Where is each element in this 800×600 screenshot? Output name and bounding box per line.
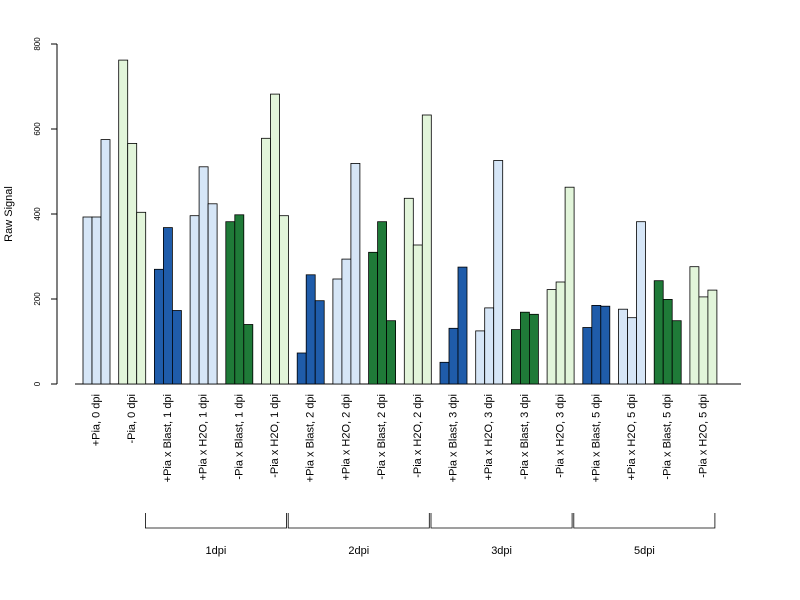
y-tick-label: 200 — [33, 292, 42, 306]
bar — [618, 308, 628, 385]
bar — [153, 268, 164, 385]
bar — [520, 311, 530, 385]
bar — [403, 197, 414, 385]
bracket-label: 3dpi — [491, 545, 512, 557]
bar — [368, 251, 379, 385]
x-tick-label: +Pia x Blast, 2 dpi — [305, 394, 317, 482]
x-tick-label: -Pia x Blast, 1 dpi — [233, 394, 245, 480]
x-tick-label: -Pia x H2O, 2 dpi — [412, 394, 424, 478]
x-tick-label: +Pia x Blast, 3 dpi — [448, 394, 460, 482]
y-tick-label: 400 — [33, 207, 42, 221]
bar — [493, 160, 504, 385]
x-tick-label: -Pia x H2O, 1 dpi — [269, 394, 281, 478]
time-bracket — [430, 513, 573, 529]
y-tick-label: 800 — [33, 37, 42, 51]
y-tick-label: 0 — [33, 381, 42, 386]
bar — [305, 274, 316, 385]
x-tick-label: +Pia x H2O, 5 dpi — [626, 394, 638, 481]
bar — [189, 215, 200, 385]
y-axis-label: Raw Signal — [3, 186, 15, 242]
bar — [653, 280, 664, 385]
bar — [270, 93, 280, 385]
time-bracket — [573, 513, 716, 529]
bar — [261, 137, 271, 385]
bar — [314, 300, 325, 385]
bar — [198, 166, 209, 385]
bar — [582, 327, 593, 385]
x-tick-labels: +Pia, 0 dpi -Pia, 0 dpi +Pia x Blast, 1 dp… — [91, 394, 710, 482]
x-tick-label: -Pia x Blast, 3 dpi — [519, 394, 531, 480]
x-tick-label: -Pia x Blast, 2 dpi — [376, 394, 388, 480]
y-tick-label: 600 — [33, 122, 42, 136]
bar — [671, 320, 682, 385]
x-tick-label: -Pia x H2O, 3 dpi — [555, 394, 567, 478]
bar — [91, 216, 102, 385]
bar — [341, 258, 352, 385]
time-bracket — [287, 513, 430, 529]
bar — [689, 266, 700, 385]
bar — [439, 361, 450, 385]
y-axis: 0 200 400 600 800 — [33, 37, 58, 386]
bar — [636, 221, 646, 385]
bar — [448, 327, 459, 385]
bar — [82, 216, 93, 385]
bar — [225, 221, 236, 385]
bar — [296, 352, 307, 385]
bar — [386, 320, 397, 385]
x-tick-label: +Pia x H2O, 2 dpi — [340, 394, 352, 481]
time-bracket — [145, 513, 287, 529]
x-tick-label: +Pia, 0 dpi — [91, 394, 103, 446]
bars — [82, 59, 718, 385]
bar — [162, 227, 173, 385]
bar — [457, 266, 468, 385]
bar — [707, 289, 718, 385]
bracket-label: 5dpi — [634, 545, 655, 557]
bar — [564, 186, 575, 385]
x-tick-label: +Pia x H2O, 3 dpi — [483, 394, 495, 481]
x-tick-label: -Pia x Blast, 5 dpi — [662, 394, 674, 480]
bar — [332, 278, 343, 385]
bar — [171, 310, 182, 385]
bar — [484, 307, 495, 385]
x-tick-label: +Pia x Blast, 1 dpi — [162, 394, 174, 482]
bar — [127, 142, 138, 385]
bar — [350, 162, 361, 385]
time-brackets: 1dpi 2dpi 3dpi 5dpi — [145, 513, 716, 557]
bar — [662, 298, 673, 385]
bar — [475, 330, 486, 385]
x-tick-label: +Pia x H2O, 1 dpi — [198, 394, 210, 481]
bracket-label: 1dpi — [206, 545, 227, 557]
bar — [546, 289, 557, 385]
bracket-label: 2dpi — [348, 545, 369, 557]
bar — [377, 221, 388, 385]
bar — [591, 304, 602, 385]
bar — [421, 114, 432, 385]
bar — [136, 211, 147, 385]
bar — [100, 139, 111, 385]
bar — [243, 324, 254, 385]
x-tick-label: +Pia x Blast, 5 dpi — [590, 394, 602, 482]
bar — [555, 281, 566, 385]
bar — [600, 305, 611, 385]
x-tick-label: -Pia, 0 dpi — [126, 394, 138, 444]
bar — [510, 329, 521, 385]
bar — [279, 215, 289, 385]
bar — [529, 313, 539, 385]
bar — [698, 296, 709, 385]
bar — [118, 59, 129, 385]
bar — [207, 203, 218, 385]
bar — [412, 244, 423, 385]
bar — [234, 214, 245, 385]
bar — [627, 317, 637, 385]
x-tick-label: -Pia x H2O, 5 dpi — [697, 394, 709, 478]
